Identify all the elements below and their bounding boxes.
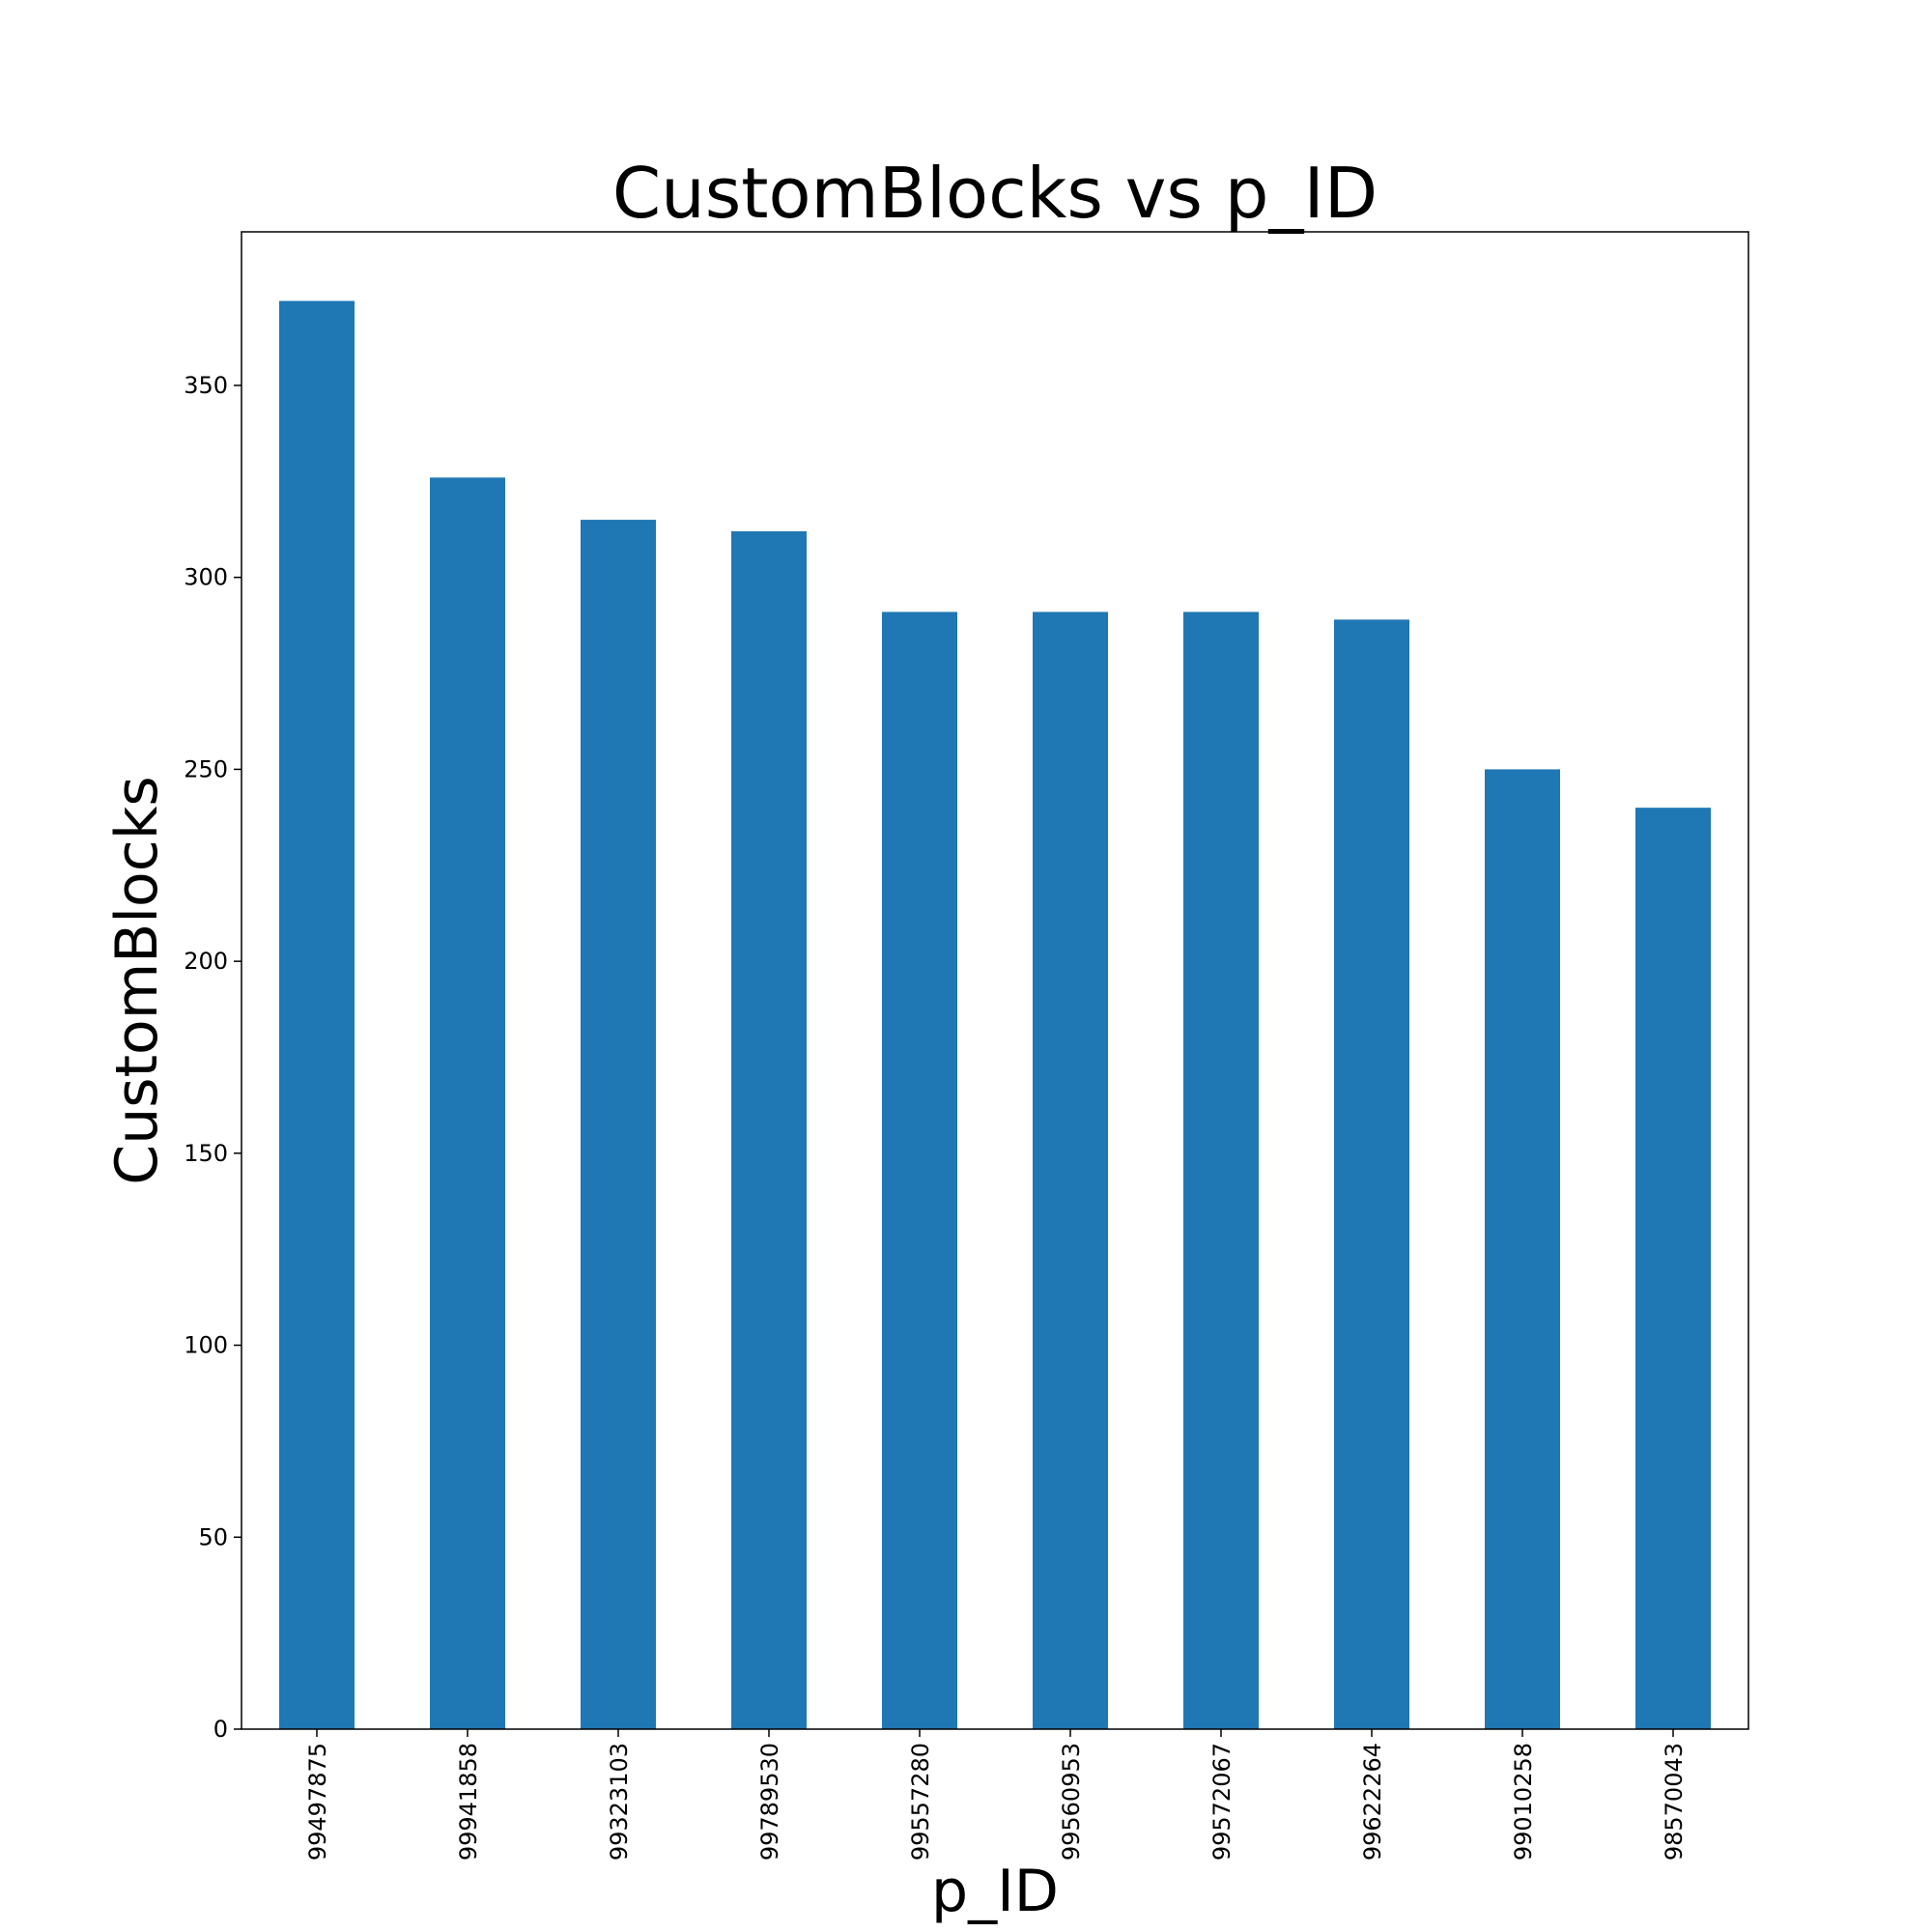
- bar-99497875: [279, 300, 355, 1729]
- x-tick-label: 99622264: [1359, 1743, 1386, 1861]
- x-tick-label: 99789530: [756, 1743, 783, 1861]
- y-axis-label: CustomBlocks: [103, 776, 171, 1184]
- y-tick-label: 150: [184, 1140, 228, 1167]
- x-axis-ticks: 99497875 99941858 99323103 99789530 99557280…: [304, 1729, 1688, 1861]
- bar-99941858: [430, 477, 505, 1729]
- bar-99557280: [882, 611, 957, 1729]
- bar-99010258: [1485, 769, 1560, 1729]
- y-tick-label: 100: [184, 1332, 228, 1359]
- x-tick-label: 99323103: [606, 1743, 633, 1861]
- x-tick-label: 99941858: [455, 1743, 482, 1861]
- plot-frame: [241, 231, 1749, 1730]
- x-tick-label: 99010258: [1510, 1743, 1537, 1861]
- x-tick-label: 98570043: [1661, 1743, 1688, 1861]
- bar-99560953: [1033, 611, 1108, 1729]
- x-tick-label: 99560953: [1058, 1743, 1085, 1861]
- y-tick-label: 0: [213, 1716, 228, 1743]
- y-tick-label: 300: [184, 564, 228, 591]
- bar-99323103: [581, 520, 656, 1729]
- bar-99572067: [1183, 611, 1259, 1729]
- y-tick-label: 350: [184, 372, 228, 399]
- x-axis-label: p_ID: [931, 1858, 1059, 1925]
- x-tick-label: 99497875: [304, 1743, 331, 1861]
- y-tick-label: 200: [184, 948, 228, 975]
- bar-98570043: [1635, 808, 1711, 1729]
- y-axis-ticks: 0 50 100 150 200 250 300 350: [184, 372, 242, 1743]
- y-tick-label: 50: [198, 1523, 228, 1550]
- chart-title: CustomBlocks vs p_ID: [612, 153, 1378, 234]
- bar-99622264: [1334, 619, 1409, 1729]
- bar-99789530: [731, 531, 807, 1729]
- x-tick-label: 99572067: [1208, 1743, 1236, 1861]
- x-tick-label: 99557280: [907, 1743, 934, 1861]
- bars-group: [279, 300, 1711, 1729]
- y-tick-label: 250: [184, 755, 228, 782]
